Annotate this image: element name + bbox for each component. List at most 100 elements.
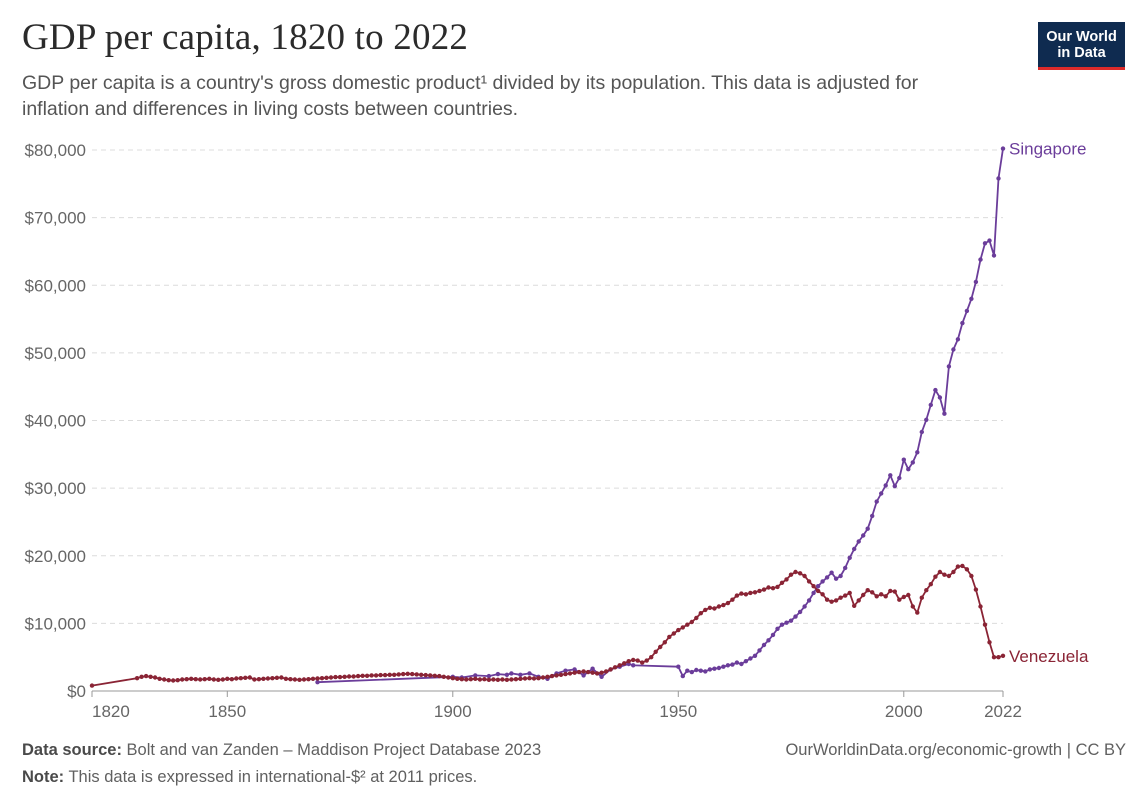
venezuela-point[interactable]: [392, 672, 397, 677]
venezuela-point[interactable]: [815, 588, 821, 594]
venezuela-point[interactable]: [225, 676, 230, 681]
venezuela-point[interactable]: [500, 677, 505, 682]
singapore-point[interactable]: [486, 673, 492, 679]
venezuela-point[interactable]: [143, 673, 149, 679]
venezuela-point[interactable]: [612, 665, 618, 670]
venezuela-point[interactable]: [166, 678, 171, 683]
venezuela-point[interactable]: [897, 597, 902, 602]
venezuela-point[interactable]: [852, 603, 857, 608]
venezuela-point[interactable]: [748, 590, 753, 596]
singapore-point[interactable]: [797, 609, 803, 615]
venezuela-point[interactable]: [567, 671, 573, 676]
venezuela-point[interactable]: [631, 657, 636, 663]
venezuela-point[interactable]: [933, 574, 938, 579]
venezuela-point[interactable]: [189, 676, 194, 681]
singapore-point[interactable]: [856, 539, 861, 544]
venezuela-point[interactable]: [495, 677, 501, 682]
venezuela-point[interactable]: [410, 671, 415, 677]
venezuela-point[interactable]: [364, 673, 370, 678]
venezuela-point[interactable]: [833, 598, 839, 603]
venezuela-point[interactable]: [640, 660, 645, 665]
venezuela-point[interactable]: [369, 673, 374, 678]
venezuela-point[interactable]: [288, 677, 293, 682]
venezuela-point[interactable]: [635, 658, 640, 663]
venezuela-point[interactable]: [888, 588, 893, 594]
singapore-point[interactable]: [707, 667, 713, 672]
venezuela-point[interactable]: [89, 683, 95, 688]
venezuela-point[interactable]: [838, 595, 843, 600]
singapore-point[interactable]: [504, 672, 510, 677]
singapore-point[interactable]: [888, 473, 893, 478]
singapore-point[interactable]: [852, 546, 857, 552]
venezuela-point[interactable]: [450, 676, 455, 681]
venezuela-point[interactable]: [671, 631, 676, 636]
venezuela-point[interactable]: [382, 672, 388, 678]
singapore-point[interactable]: [784, 620, 789, 625]
venezuela-point[interactable]: [685, 622, 690, 627]
singapore-point[interactable]: [802, 604, 807, 609]
venezuela-point[interactable]: [261, 676, 266, 681]
singapore-point[interactable]: [987, 238, 992, 243]
singapore-point[interactable]: [721, 664, 726, 669]
venezuela-point[interactable]: [536, 676, 541, 681]
venezuela-point[interactable]: [558, 672, 564, 677]
venezuela-point[interactable]: [513, 677, 519, 682]
singapore-point[interactable]: [811, 590, 816, 596]
singapore-point[interactable]: [703, 669, 708, 674]
venezuela-point[interactable]: [608, 667, 613, 672]
venezuela-point[interactable]: [504, 677, 510, 682]
venezuela-point[interactable]: [644, 658, 649, 663]
singapore-point[interactable]: [725, 663, 731, 668]
singapore-point[interactable]: [833, 576, 839, 581]
venezuela-point[interactable]: [414, 672, 419, 677]
singapore-point[interactable]: [865, 526, 870, 531]
venezuela-point[interactable]: [247, 675, 252, 680]
venezuela-point[interactable]: [518, 676, 523, 681]
venezuela-point[interactable]: [193, 677, 198, 682]
venezuela-point[interactable]: [455, 676, 460, 681]
singapore-point[interactable]: [766, 638, 771, 643]
singapore-point[interactable]: [924, 417, 929, 422]
venezuela-point[interactable]: [216, 677, 221, 682]
venezuela-point[interactable]: [531, 676, 537, 681]
singapore-point[interactable]: [978, 257, 983, 262]
venezuela-point[interactable]: [910, 604, 915, 609]
singapore-point[interactable]: [775, 626, 780, 631]
venezuela-point[interactable]: [622, 661, 627, 666]
singapore-point[interactable]: [590, 666, 595, 671]
singapore-point[interactable]: [843, 565, 848, 571]
venezuela-point[interactable]: [698, 611, 703, 616]
venezuela-point[interactable]: [468, 677, 473, 682]
singapore-point[interactable]: [942, 411, 947, 416]
singapore-point[interactable]: [527, 671, 532, 676]
venezuela-point[interactable]: [978, 604, 983, 609]
singapore-point[interactable]: [757, 648, 762, 653]
venezuela-point[interactable]: [987, 640, 992, 645]
venezuela-point[interactable]: [184, 677, 189, 682]
venezuela-point[interactable]: [996, 655, 1001, 660]
venezuela-point[interactable]: [198, 677, 203, 682]
venezuela-point[interactable]: [342, 674, 347, 679]
venezuela-point[interactable]: [703, 607, 708, 613]
venezuela-point[interactable]: [662, 640, 667, 645]
venezuela-point[interactable]: [761, 587, 767, 592]
singapore-point[interactable]: [897, 475, 902, 481]
venezuela-point[interactable]: [157, 676, 162, 681]
venezuela-point[interactable]: [856, 598, 861, 603]
venezuela-point[interactable]: [283, 676, 289, 681]
venezuela-point[interactable]: [229, 677, 234, 682]
singapore-point[interactable]: [473, 673, 478, 678]
venezuela-point[interactable]: [739, 591, 744, 596]
venezuela-point[interactable]: [590, 670, 595, 675]
singapore-point[interactable]: [712, 666, 717, 671]
venezuela-point[interactable]: [270, 676, 275, 681]
singapore-point[interactable]: [806, 598, 812, 603]
venezuela-point[interactable]: [527, 676, 532, 681]
venezuela-point[interactable]: [924, 588, 929, 593]
venezuela-point[interactable]: [328, 675, 334, 680]
singapore-point[interactable]: [915, 450, 920, 455]
singapore-point[interactable]: [933, 387, 938, 393]
singapore-point[interactable]: [689, 669, 694, 675]
owid-logo[interactable]: Our World in Data: [1038, 22, 1125, 70]
venezuela-point[interactable]: [865, 588, 870, 593]
